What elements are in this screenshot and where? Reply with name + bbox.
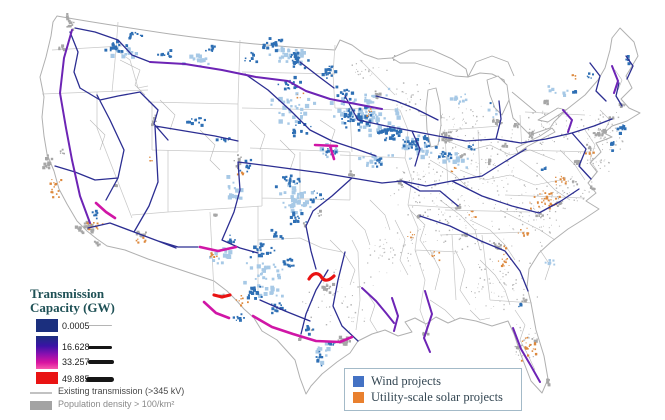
lake-ontario — [537, 107, 567, 123]
great-lakes — [391, 49, 567, 154]
wind-projects-row: Wind projects — [353, 373, 513, 389]
lake-huron — [486, 75, 510, 116]
transmission-lines — [54, 27, 634, 383]
solar-projects-label: Utility-scale solar projects — [371, 389, 503, 404]
projects-legend: Wind projects Utility-scale solar projec… — [344, 368, 522, 411]
transmission-navy — [54, 27, 634, 342]
transmission-purple — [59, 29, 619, 383]
canada-shore — [467, 55, 537, 113]
transmission-legend-title-line2: Capacity (GW) — [30, 300, 115, 315]
solar-projects-row: Utility-scale solar projects — [353, 389, 513, 405]
capacity-tick-2: 33.257 — [62, 357, 90, 367]
wind-projects-layer — [91, 31, 631, 367]
capacity-swatch-gradient — [36, 336, 58, 369]
capacity-line-sample-3 — [86, 377, 114, 382]
existing-transmission-label: Existing transmission (>345 kV) — [58, 386, 185, 396]
wind-projects-label: Wind projects — [371, 373, 441, 388]
capacity-line-sample-0 — [88, 325, 112, 326]
population-density-swatch — [30, 401, 52, 410]
solar-projects-layer — [49, 74, 595, 362]
capacity-line-sample-1 — [88, 346, 112, 349]
transmission-magenta — [94, 143, 354, 344]
transmission-red — [212, 272, 336, 299]
population-density-label: Population density > 100/km² — [58, 399, 175, 409]
capacity-tick-0: 0.0005 — [62, 321, 90, 331]
capacity-swatch-low — [36, 319, 58, 332]
capacity-tick-1: 16.628 — [62, 342, 90, 352]
existing-transmission-line-sample — [30, 392, 52, 394]
wind-projects-swatch — [353, 375, 364, 387]
capacity-swatch-max — [36, 372, 58, 384]
transmission-legend: Transmission Capacity (GW) 0.0005 16.628… — [28, 287, 228, 417]
capacity-tick-3: 49.885 — [62, 374, 90, 384]
solar-projects-swatch — [353, 391, 364, 403]
transmission-legend-title-line1: Transmission — [30, 286, 105, 301]
capacity-line-sample-2 — [88, 360, 114, 364]
